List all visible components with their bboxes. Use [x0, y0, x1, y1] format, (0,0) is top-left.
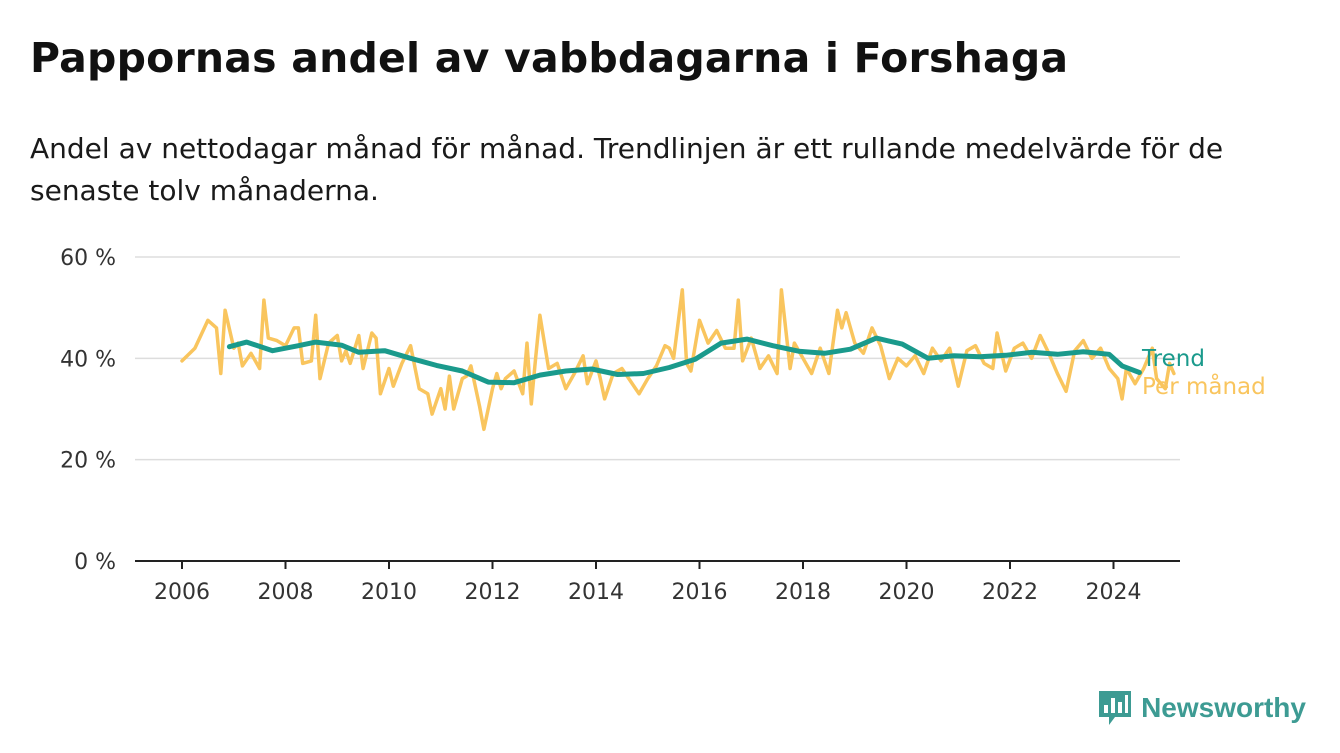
- x-tick-label: 2008: [258, 580, 314, 605]
- x-tick-label: 2012: [465, 580, 521, 605]
- x-tick-label: 2020: [879, 580, 935, 605]
- series-line-per-manad: [180, 288, 1176, 432]
- x-tick-label: 2018: [775, 580, 831, 605]
- x-tick-label: 2024: [1086, 580, 1142, 605]
- x-tick-label: 2022: [982, 580, 1038, 605]
- x-tick-label: 2014: [568, 580, 624, 605]
- series-label-trend: Trend: [1141, 346, 1205, 372]
- brand-name: Newsworthy: [1141, 692, 1306, 723]
- y-tick-label: 0 %: [74, 550, 116, 575]
- page-subtitle: Andel av nettodagar månad för månad. Tre…: [30, 132, 1224, 207]
- y-tick-label: 20 %: [60, 449, 116, 474]
- x-tick-label: 2016: [672, 580, 728, 605]
- x-tick-label: 2010: [361, 580, 417, 605]
- x-tick-label: 2006: [154, 580, 210, 605]
- page-title: Pappornas andel av vabbdagarna i Forshag…: [30, 34, 1069, 82]
- y-tick-label: 60 %: [60, 246, 116, 271]
- series-line-trend: [226, 335, 1142, 386]
- series-label-per-manad: Per månad: [1142, 372, 1266, 400]
- newsworthy-logo-icon: [1099, 691, 1132, 725]
- brand-logo[interactable]: Newsworthy: [1097, 689, 1306, 727]
- y-tick-label: 40 %: [60, 347, 116, 372]
